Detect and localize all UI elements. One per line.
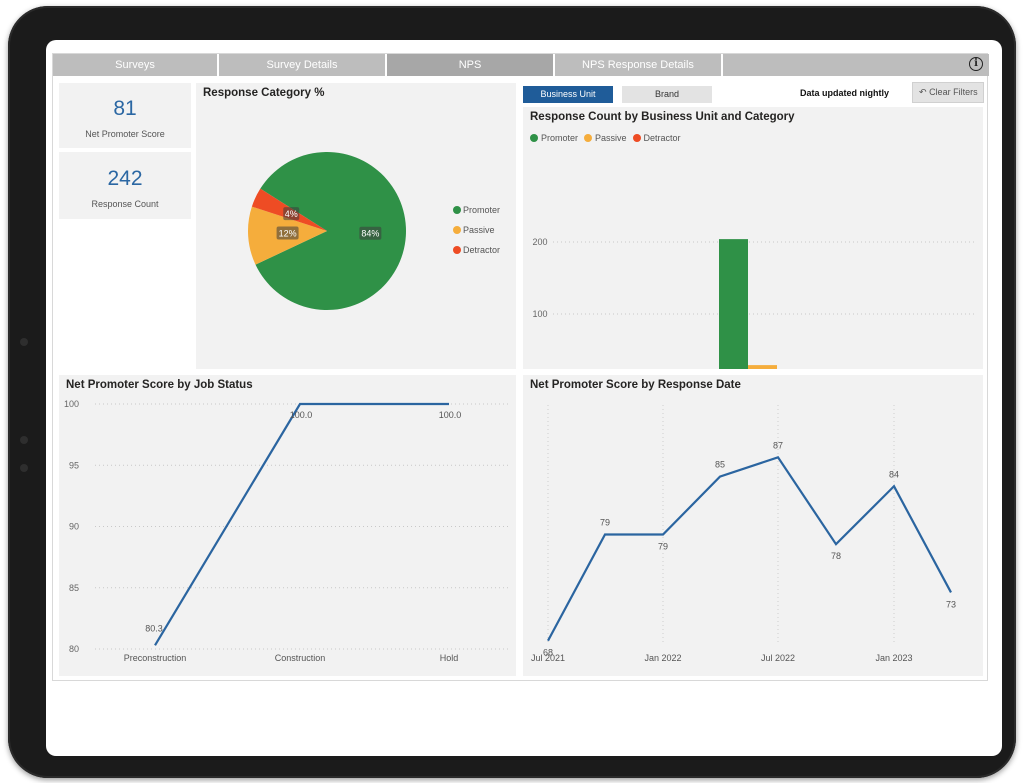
clear-filters-button[interactable]: ↶ Clear Filters	[912, 82, 984, 103]
slicer-business-unit[interactable]: Business Unit	[523, 86, 613, 103]
date-data-label: 87	[773, 440, 783, 450]
side-button	[20, 436, 28, 444]
legend-dot-detractor	[632, 134, 641, 142]
bar-promoter	[719, 239, 748, 369]
date-data-label: 78	[831, 551, 841, 561]
bar-y-tick: 200	[532, 237, 547, 247]
pie-legend-label: Passive	[463, 225, 495, 235]
pie-legend-label: Promoter	[463, 205, 500, 215]
side-button	[20, 464, 28, 472]
kpi-card-nps: 81 Net Promoter Score	[59, 83, 191, 148]
date-x-tick: Jan 2023	[875, 653, 912, 663]
pie-chart-panel: Response Category % 84% 12% 4% Promoter Pass…	[196, 83, 516, 369]
undo-icon: ↶	[919, 87, 927, 97]
pie-label-bg	[359, 226, 382, 240]
tab-surveys[interactable]: Surveys	[53, 54, 219, 76]
tablet-frame: Surveys Survey Details NPS NPS Response …	[8, 6, 1016, 778]
bar-chart: 0100200Blueprint Homes	[532, 237, 975, 369]
data-updated-note: Data updated nightly	[800, 88, 890, 98]
pie-data-label: 4%	[285, 209, 298, 219]
job-data-label: 80.3	[145, 623, 163, 633]
response-date-line	[547, 455, 952, 642]
date-data-label: 85	[715, 460, 725, 470]
job-status-line	[154, 402, 449, 646]
legend-dot-promoter	[530, 134, 538, 142]
date-data-label: 79	[658, 542, 668, 552]
job-y-tick: 95	[69, 460, 79, 470]
response-date-chart-panel: Net Promoter Score by Response Date 68 79…	[523, 375, 983, 676]
legend-detractor: Detractor	[643, 133, 681, 143]
job-data-label: 100.0	[290, 410, 313, 420]
pie-legend-dot	[453, 226, 461, 234]
job-data-label: 100.0	[439, 410, 462, 420]
bar-legend: Promoter Passive Detractor	[530, 133, 681, 143]
legend-passive: Passive	[595, 133, 627, 143]
report-canvas: Surveys Survey Details NPS NPS Response …	[52, 53, 989, 681]
date-data-label: 68	[543, 648, 553, 658]
job-x-tick: Preconstruction	[124, 653, 187, 663]
pie-data-label: 12%	[279, 228, 297, 238]
pie-label-bg	[283, 207, 300, 221]
response-date-chart-title: Net Promoter Score by Response Date	[530, 379, 741, 391]
nav-filler: i	[723, 54, 989, 76]
date-x-tick: Jul 2021	[531, 653, 565, 663]
date-x-tick: Jan 2022	[644, 653, 681, 663]
slicer-brand[interactable]: Brand	[622, 86, 712, 103]
pie-legend-dot	[453, 246, 461, 254]
screen: Surveys Survey Details NPS NPS Response …	[46, 40, 1002, 756]
pie-label-bg	[276, 226, 299, 240]
job-y-tick: 90	[69, 522, 79, 532]
job-status-line-chart: 80 85 90 95 100 80.3 Preconstruction 100.0 Const…	[64, 399, 511, 663]
pie-data-label: 84%	[361, 229, 379, 239]
bar-passive	[748, 365, 777, 369]
tab-survey-details[interactable]: Survey Details	[219, 54, 387, 76]
response-count-label: Response Count	[91, 199, 159, 209]
job-y-tick: 80	[69, 644, 79, 654]
kpi-card-response-count: 242 Response Count	[59, 152, 191, 219]
job-x-tick: Hold	[440, 653, 459, 663]
legend-promoter: Promoter	[541, 133, 579, 143]
job-status-chart-title: Net Promoter Score by Job Status	[66, 379, 253, 391]
tab-nps-response-details[interactable]: NPS Response Details	[555, 54, 723, 76]
bar-chart-title: Response Count by Business Unit and Cate…	[530, 111, 795, 123]
date-data-label: 84	[889, 469, 899, 479]
nps-value: 81	[113, 97, 137, 120]
response-count-value: 242	[107, 167, 143, 190]
bar-chart-panel: Response Count by Business Unit and Cate…	[523, 107, 983, 369]
pie-slice-promoter	[255, 152, 406, 311]
pie-chart-title: Response Category %	[203, 87, 325, 99]
pie-legend-label: Detractor	[463, 245, 500, 255]
page-navigation: Surveys Survey Details NPS NPS Response …	[53, 54, 989, 76]
tab-nps[interactable]: NPS	[387, 54, 555, 76]
date-x-tick: Jul 2022	[761, 653, 795, 663]
clear-filters-label: Clear Filters	[929, 87, 978, 97]
job-y-tick: 100	[64, 399, 79, 409]
pie-chart: 84% 12% 4% Promoter Passive Detractor	[247, 152, 500, 311]
info-icon[interactable]: i	[969, 57, 983, 71]
legend-dot-passive	[584, 134, 593, 142]
job-x-tick: Construction	[275, 653, 326, 663]
response-date-line-chart: 68 79 79 85 87 78 84 73 Jul 2021 Jan 2022 Jul 2022…	[531, 405, 956, 663]
date-data-label: 73	[946, 599, 956, 609]
pie-legend-dot	[453, 206, 461, 214]
nps-label: Net Promoter Score	[85, 129, 165, 139]
job-status-chart-panel: Net Promoter Score by Job Status 80 85 90 9…	[59, 375, 516, 676]
date-data-label: 79	[600, 518, 610, 528]
bar-y-tick: 100	[532, 309, 547, 319]
job-y-tick: 85	[69, 583, 79, 593]
side-button	[20, 338, 28, 346]
